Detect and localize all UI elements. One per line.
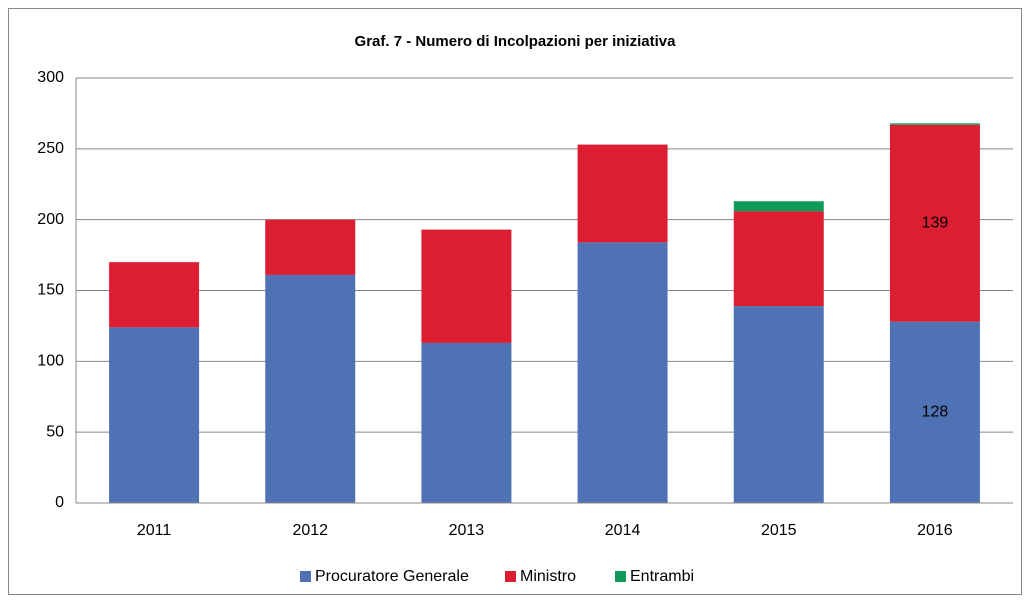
x-tick-label: 2012 — [292, 522, 328, 539]
y-tick-label: 0 — [55, 494, 64, 511]
bar-segment — [733, 211, 824, 307]
bar-segment — [421, 229, 512, 343]
chart-title: Graf. 7 - Numero di Incolpazioni per ini… — [355, 33, 677, 50]
data-label: 139 — [922, 214, 949, 231]
bar-segment — [265, 274, 356, 503]
y-tick-label: 150 — [37, 282, 64, 299]
legend-swatch — [505, 571, 516, 582]
bar-segment — [733, 201, 824, 212]
legend-swatch — [615, 571, 626, 582]
y-tick-label: 200 — [37, 211, 64, 228]
bar-segment — [889, 321, 980, 503]
bar-segment — [889, 124, 980, 322]
y-tick-label: 250 — [37, 140, 64, 157]
x-tick-label: 2013 — [449, 522, 485, 539]
bar-segment — [421, 342, 512, 503]
bar-segment — [889, 123, 980, 125]
y-tick-label: 300 — [37, 69, 64, 86]
x-tick-label: 2015 — [761, 522, 797, 539]
bar-segment — [109, 327, 200, 503]
legend-swatch — [300, 571, 311, 582]
legend-label: Entrambi — [630, 568, 694, 585]
bar-segment — [109, 262, 200, 328]
bar-segment — [577, 144, 668, 243]
y-tick-label: 100 — [37, 353, 64, 370]
x-tick-label: 2016 — [917, 522, 953, 539]
x-tick-label: 2011 — [137, 522, 172, 539]
legend-label: Procuratore Generale — [315, 568, 469, 585]
bar-segment — [733, 306, 824, 503]
data-label: 128 — [922, 404, 949, 421]
bar-segment — [577, 242, 668, 504]
bar-segment — [265, 219, 356, 275]
legend-label: Ministro — [520, 568, 576, 585]
x-tick-label: 2014 — [605, 522, 641, 539]
y-tick-label: 50 — [46, 423, 64, 440]
